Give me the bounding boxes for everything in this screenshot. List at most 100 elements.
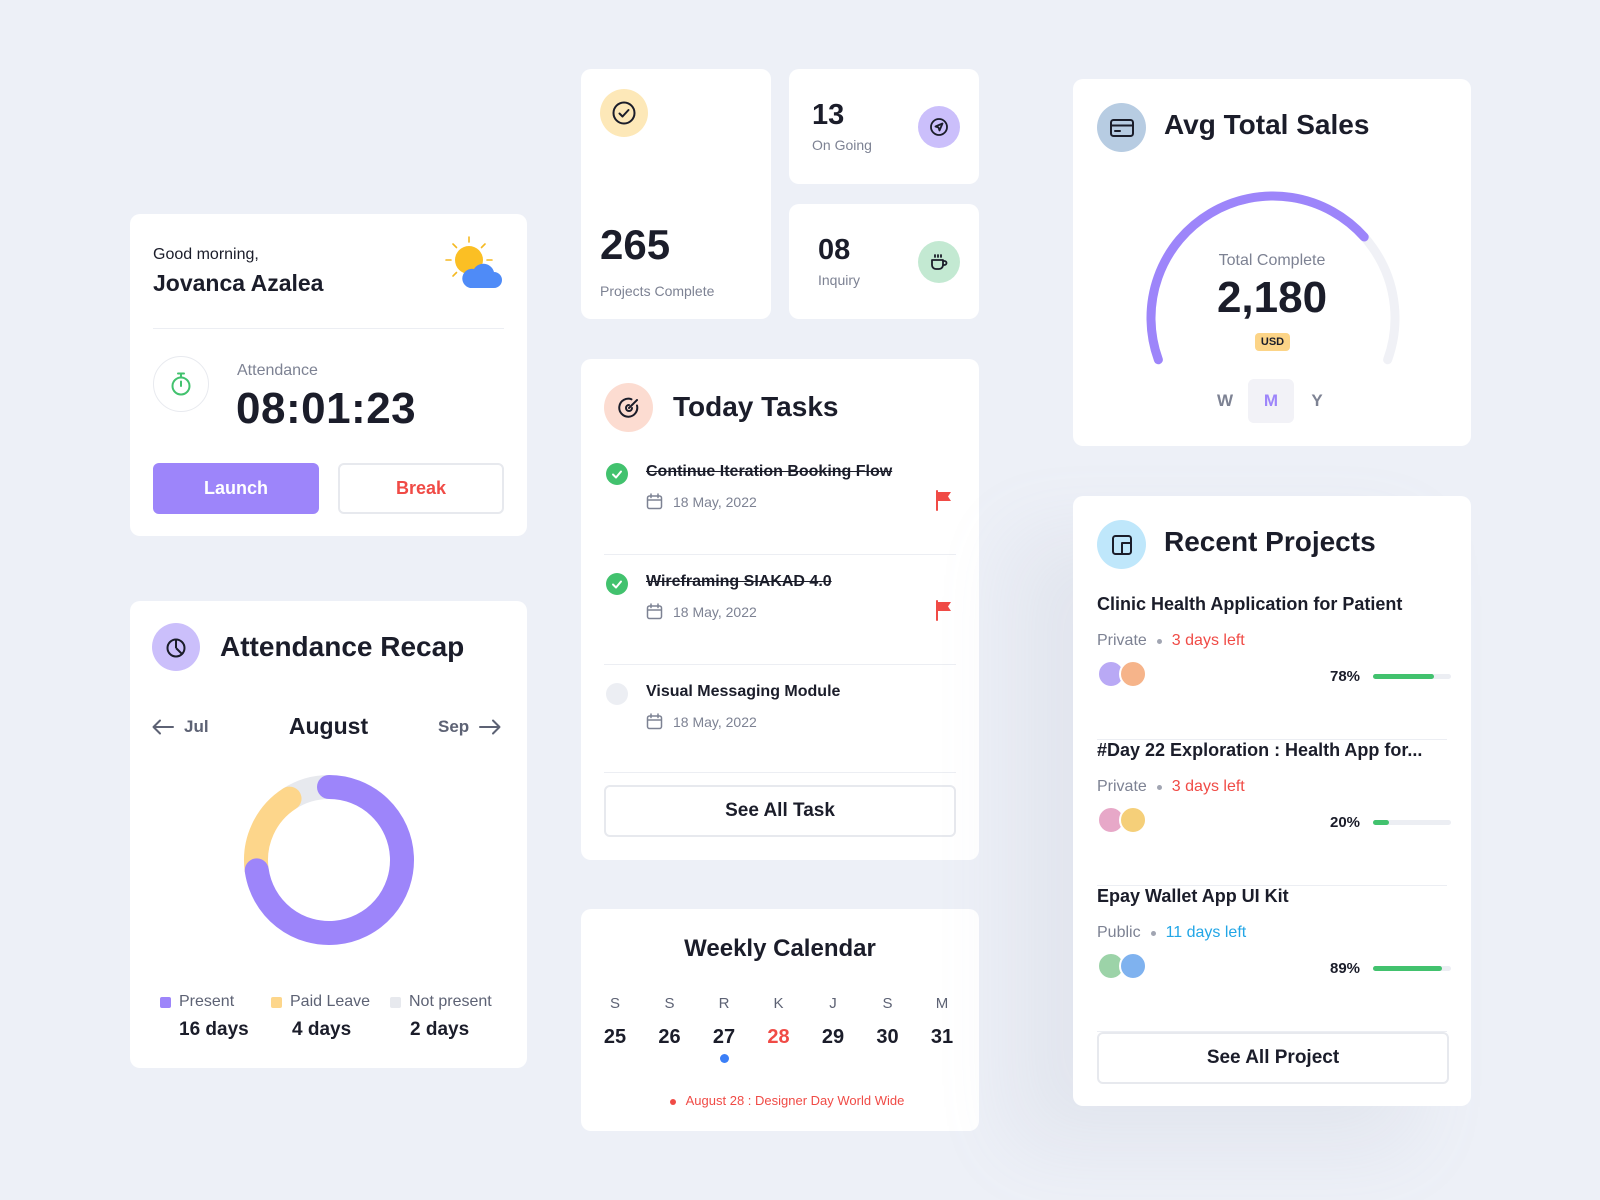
project-visibility: Private [1097, 632, 1147, 649]
avatar [1119, 952, 1147, 980]
project-percent: 89% [1330, 960, 1361, 977]
attendance-donut-chart [244, 775, 414, 945]
project-progress-fill [1373, 820, 1389, 825]
legend-swatch [160, 996, 171, 1008]
sales-gauge [1146, 191, 1400, 365]
project-percent: 20% [1330, 814, 1361, 831]
navigation-icon [918, 106, 960, 148]
meta-separator [1156, 784, 1162, 790]
project-meta: Public 11 days left [1097, 924, 1246, 942]
project-item[interactable]: Epay Wallet App UI Kit Public 11 days left… [1097, 886, 1451, 1032]
present-value: 16 days [179, 1019, 249, 1040]
period-month[interactable]: M [1248, 379, 1294, 423]
project-avatars [1097, 952, 1147, 980]
projects-complete-value: 265 [600, 221, 671, 268]
launch-button[interactable]: Launch [153, 463, 319, 514]
user-name: Jovanca Azalea [153, 270, 324, 296]
legend-label: Not present [409, 993, 492, 1010]
period-week[interactable]: W [1216, 391, 1234, 410]
calendar-day[interactable]: R 27 [704, 995, 744, 1063]
not-present-value: 2 days [410, 1019, 470, 1040]
prev-month-label: Jul [184, 717, 209, 736]
weekly-calendar-card: Weekly Calendar S 25 S 26 R 27 K 28 J 29 S 30 M 31 Au… [581, 909, 979, 1131]
attendance-card: Good morning, Jovanca Azalea Attendance … [130, 214, 527, 536]
day-number: 30 [876, 1026, 899, 1048]
legend-label: Paid Leave [290, 993, 371, 1010]
day-number: 31 [930, 1026, 954, 1048]
project-progress-bar [1373, 966, 1451, 971]
projects-title: Recent Projects [1164, 526, 1376, 557]
prev-month-button[interactable]: Jul [152, 717, 209, 737]
project-item[interactable]: #Day 22 Exploration : Health App for... P… [1097, 740, 1451, 886]
task-title: Wireframing SIAKAD 4.0 [646, 573, 832, 590]
calendar-title: Weekly Calendar [684, 935, 876, 962]
check-done-icon[interactable] [606, 463, 628, 485]
task-title: Visual Messaging Module [646, 683, 841, 700]
on-going-card: 13 On Going [789, 69, 979, 184]
greeting-text: Good morning, [153, 246, 259, 263]
calendar-day[interactable]: J 29 [813, 995, 853, 1049]
project-title: #Day 22 Exploration : Health App for... [1097, 740, 1423, 760]
day-letter: K [773, 995, 784, 1012]
project-deadline: 3 days left [1171, 632, 1245, 649]
day-letter: R [718, 995, 730, 1012]
target-icon [604, 383, 653, 432]
legend-present: Present [160, 993, 234, 1011]
day-letter: S [609, 995, 620, 1012]
task-item[interactable]: Continue Iteration Booking Flow 18 May, 2… [604, 449, 956, 555]
calendar-day[interactable]: K 28 [759, 995, 799, 1049]
day-letter: S [882, 995, 893, 1012]
day-number: 29 [821, 1026, 845, 1048]
project-deadline: 3 days left [1171, 778, 1245, 795]
calendar-day[interactable]: S 30 [868, 995, 908, 1049]
inquiry-card: 08 Inquiry [789, 204, 979, 319]
gauge-progress [1146, 191, 1369, 365]
see-all-project-button[interactable]: See All Project [1097, 1032, 1449, 1084]
project-title: Clinic Health Application for Patient [1097, 594, 1403, 614]
task-item[interactable]: Wireframing SIAKAD 4.0 18 May, 2022 [604, 559, 956, 665]
flag-icon[interactable] [934, 599, 954, 621]
sun-cloud-icon [445, 236, 502, 288]
avatar [1097, 952, 1125, 980]
coffee-cup-icon [918, 241, 960, 283]
see-all-task-button[interactable]: See All Task [604, 785, 956, 837]
credit-card-icon [1097, 103, 1146, 152]
on-going-label: On Going [812, 137, 872, 153]
project-visibility: Private [1097, 778, 1147, 795]
day-letter: M [935, 995, 949, 1012]
currency-badge: USD [1255, 333, 1290, 351]
task-date: 18 May, 2022 [646, 713, 757, 730]
total-complete-value: 2,180 [1216, 273, 1328, 322]
project-item[interactable]: Clinic Health Application for Patient Pri… [1097, 594, 1451, 740]
day-number: 28 [767, 1026, 790, 1048]
calendar-day[interactable]: S 26 [650, 995, 690, 1049]
next-month-label: Sep [438, 717, 470, 736]
total-complete-label: Total Complete [1218, 252, 1326, 269]
arrow-left-icon [152, 719, 174, 735]
calendar-day[interactable]: S 25 [595, 995, 635, 1049]
meta-separator [1150, 930, 1156, 936]
calendar-day[interactable]: M 31 [922, 995, 962, 1049]
donut-slice-present [244, 775, 414, 945]
task-date-label: 18 May, 2022 [673, 493, 757, 510]
task-date: 18 May, 2022 [646, 493, 757, 510]
attendance-label: Attendance [237, 362, 318, 379]
flag-icon[interactable] [934, 489, 954, 511]
inquiry-value: 08 [818, 234, 851, 266]
calendar-icon [646, 493, 663, 510]
break-button[interactable]: Break [338, 463, 504, 514]
today-tasks-card: Today Tasks Continue Iteration Booking F… [581, 359, 979, 860]
avg-total-sales-card: Avg Total Sales Total Complete 2,180 USD… [1073, 79, 1471, 446]
on-going-value: 13 [812, 99, 845, 131]
event-label: August 28 : Designer Day World Wide [685, 1093, 905, 1108]
next-month-button[interactable]: Sep [438, 717, 501, 737]
sales-title: Avg Total Sales [1164, 109, 1370, 140]
project-deadline: 11 days left [1165, 924, 1247, 941]
check-done-icon[interactable] [606, 573, 628, 595]
task-item[interactable]: Visual Messaging Module 18 May, 2022 [604, 669, 956, 773]
check-empty-icon[interactable] [606, 683, 628, 705]
period-year[interactable]: Y [1311, 391, 1323, 410]
avatar [1119, 806, 1147, 834]
calendar-icon [646, 713, 663, 730]
projects-complete-label: Projects Complete [600, 283, 715, 299]
